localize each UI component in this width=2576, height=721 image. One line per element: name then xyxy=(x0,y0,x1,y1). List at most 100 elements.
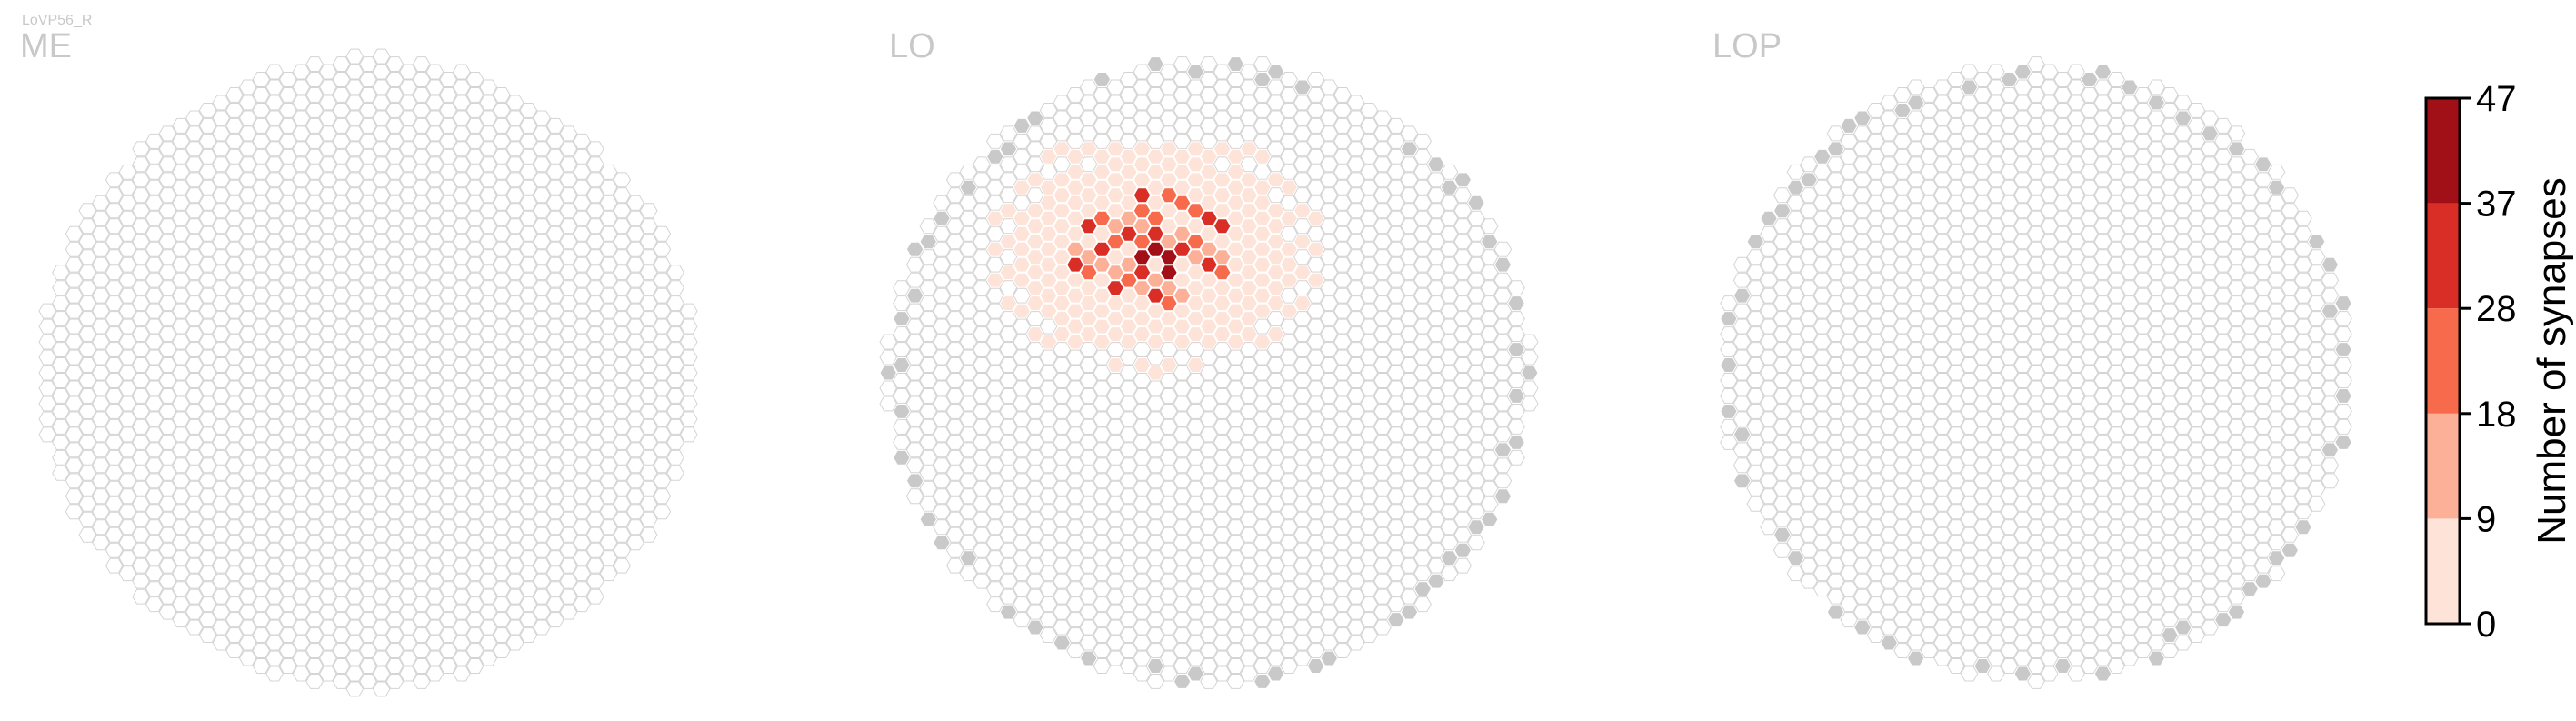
hex-cell xyxy=(493,241,511,257)
hex-cell xyxy=(519,148,538,165)
hex-cell xyxy=(2027,504,2045,520)
hex-cell xyxy=(1853,326,1872,342)
hex-cell xyxy=(1293,511,1312,527)
hex-cell xyxy=(905,488,924,505)
hex-cell xyxy=(546,318,564,335)
hex-cell xyxy=(1266,619,1285,636)
hex-cell xyxy=(533,141,551,157)
hex-cell xyxy=(1120,442,1138,458)
hex-cell xyxy=(385,426,404,443)
hex-cell xyxy=(999,326,1018,342)
hex-cell xyxy=(1346,187,1365,204)
hex-cell xyxy=(1373,526,1392,543)
hex-cell xyxy=(1360,349,1379,366)
hex-cell xyxy=(332,473,351,489)
hex-cell xyxy=(198,519,217,536)
hex-cell xyxy=(1240,496,1258,512)
hex-cell xyxy=(439,349,457,366)
hex-cell xyxy=(1800,465,1818,481)
hex-cell xyxy=(332,550,351,566)
hex-cell xyxy=(2201,511,2219,527)
hex-cell xyxy=(132,172,150,188)
hex-cell xyxy=(2027,103,2045,118)
hex-cell xyxy=(586,373,604,388)
hex-cell xyxy=(639,373,658,388)
hex-cell xyxy=(1053,265,1072,281)
hex-cell xyxy=(2040,619,2059,636)
hex-cell xyxy=(479,480,498,496)
hex-cell xyxy=(973,156,991,173)
hex-cell xyxy=(132,249,150,265)
hex-cell xyxy=(332,643,351,658)
hex-cell xyxy=(2000,550,2019,566)
hex-cell xyxy=(905,318,924,335)
hex-cell xyxy=(2254,449,2272,466)
hex-cell xyxy=(2201,218,2219,235)
hex-cell xyxy=(933,365,951,381)
hex-cell xyxy=(1053,172,1072,188)
hex-cell xyxy=(2040,280,2059,296)
hex-cell xyxy=(2187,241,2206,257)
hex-cell xyxy=(1053,326,1072,342)
hex-cell xyxy=(1906,280,1925,296)
hex-cell xyxy=(1226,195,1245,211)
hex-cell xyxy=(1253,519,1272,536)
hex-cell xyxy=(680,426,698,443)
hex-cell xyxy=(1786,426,1805,443)
hex-cell xyxy=(2254,542,2272,558)
hex-cell xyxy=(1106,156,1124,173)
hex-cell xyxy=(1826,388,1845,404)
hex-cell xyxy=(1947,550,1965,566)
hex-cell xyxy=(1732,349,1752,366)
hex-cell xyxy=(2267,241,2286,257)
hex-cell xyxy=(252,117,271,134)
hex-cell xyxy=(1440,411,1459,427)
hex-cell xyxy=(2133,349,2152,366)
hex-cell xyxy=(573,581,591,597)
hex-cell xyxy=(1293,280,1312,296)
hex-cell xyxy=(1813,473,1832,489)
hex-cell xyxy=(893,388,911,404)
hex-cell xyxy=(1866,287,1885,304)
hex-cell xyxy=(2334,404,2352,419)
hex-cell xyxy=(453,357,471,373)
hex-cell xyxy=(453,511,471,527)
hex-cell xyxy=(1387,272,1405,288)
hex-cell xyxy=(439,658,457,674)
hex-cell xyxy=(479,465,498,481)
hex-cell xyxy=(1387,256,1405,273)
hex-cell xyxy=(2067,480,2085,496)
hex-cell xyxy=(319,588,337,605)
hex-cell xyxy=(546,225,564,242)
hex-cell xyxy=(1987,496,2005,512)
hex-cell xyxy=(345,635,364,651)
hex-cell xyxy=(1120,179,1138,195)
hex-cell xyxy=(1493,457,1513,474)
hex-cell xyxy=(999,373,1018,388)
hex-cell xyxy=(1360,535,1379,551)
hex-cell xyxy=(1200,365,1218,381)
hex-cell xyxy=(999,511,1018,527)
hex-cell xyxy=(385,550,404,566)
hex-cell xyxy=(1880,418,1899,435)
hex-cell xyxy=(292,604,311,620)
hex-cell xyxy=(185,125,204,142)
hex-cell xyxy=(1200,334,1218,350)
hex-cell xyxy=(2281,342,2300,357)
hex-cell xyxy=(2173,511,2192,527)
hex-cell xyxy=(345,511,364,527)
hex-cell xyxy=(279,87,297,103)
hex-cell xyxy=(1480,511,1499,527)
hex-cell xyxy=(519,535,538,551)
hex-cell xyxy=(519,272,538,288)
hex-cell xyxy=(2147,326,2166,342)
hex-cell xyxy=(1772,480,1792,496)
hex-cell xyxy=(225,148,244,165)
hex-cell xyxy=(2281,404,2300,419)
hex-cell xyxy=(1920,148,1939,165)
hex-cell xyxy=(933,473,951,489)
hex-cell xyxy=(959,225,978,242)
hex-cell xyxy=(1186,125,1205,142)
hex-cell xyxy=(973,203,991,219)
hex-cell xyxy=(238,79,257,95)
